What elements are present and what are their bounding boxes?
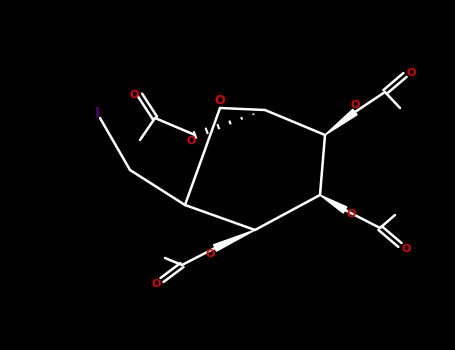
Polygon shape xyxy=(325,109,357,135)
Text: O: O xyxy=(406,68,416,78)
Polygon shape xyxy=(213,230,255,251)
Text: O: O xyxy=(401,244,411,254)
Text: O: O xyxy=(129,90,139,100)
Text: O: O xyxy=(186,136,196,146)
Text: O: O xyxy=(346,209,356,219)
Polygon shape xyxy=(320,195,347,213)
Text: I: I xyxy=(95,106,100,120)
Text: O: O xyxy=(350,100,360,110)
Text: O: O xyxy=(205,249,215,259)
Text: O: O xyxy=(152,279,161,289)
Text: O: O xyxy=(215,93,225,106)
